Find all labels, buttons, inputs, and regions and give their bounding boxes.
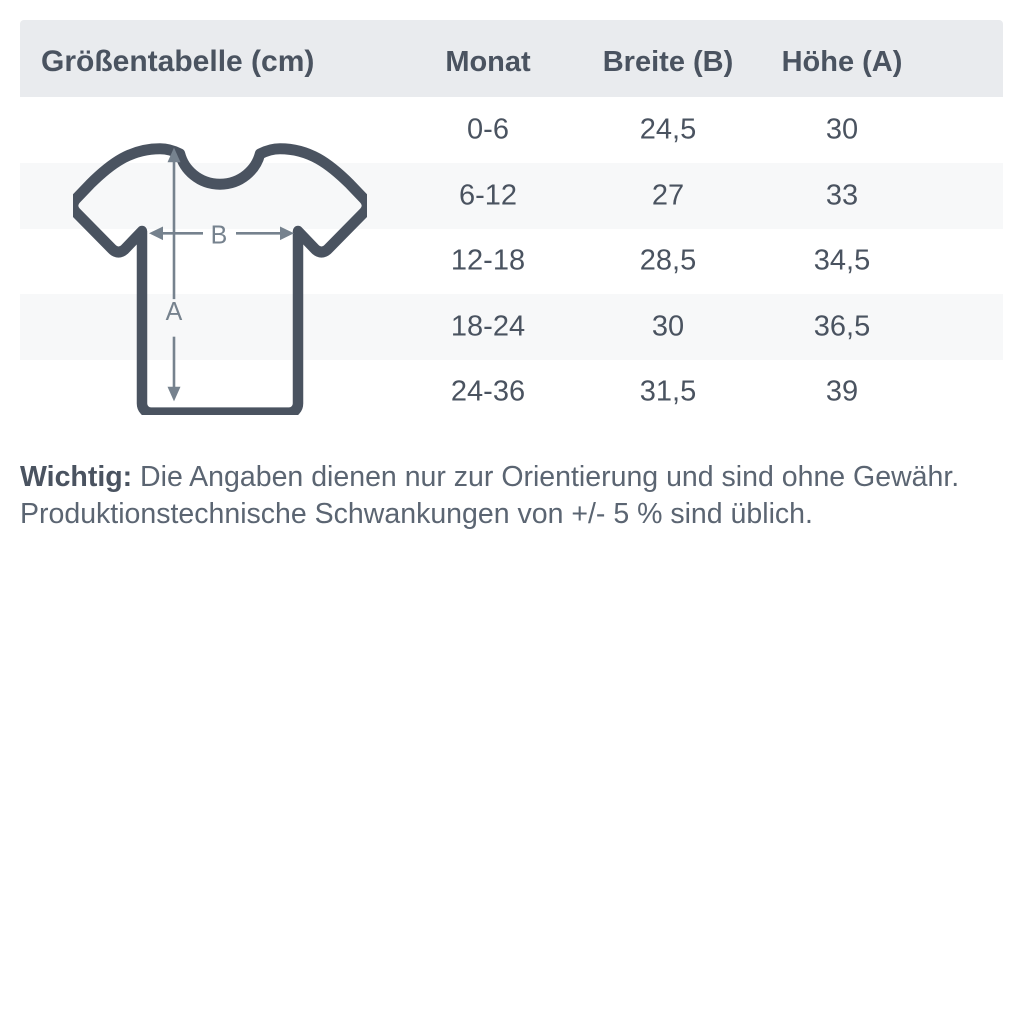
svg-text:B: B <box>211 221 228 250</box>
svg-text:A: A <box>166 297 183 326</box>
